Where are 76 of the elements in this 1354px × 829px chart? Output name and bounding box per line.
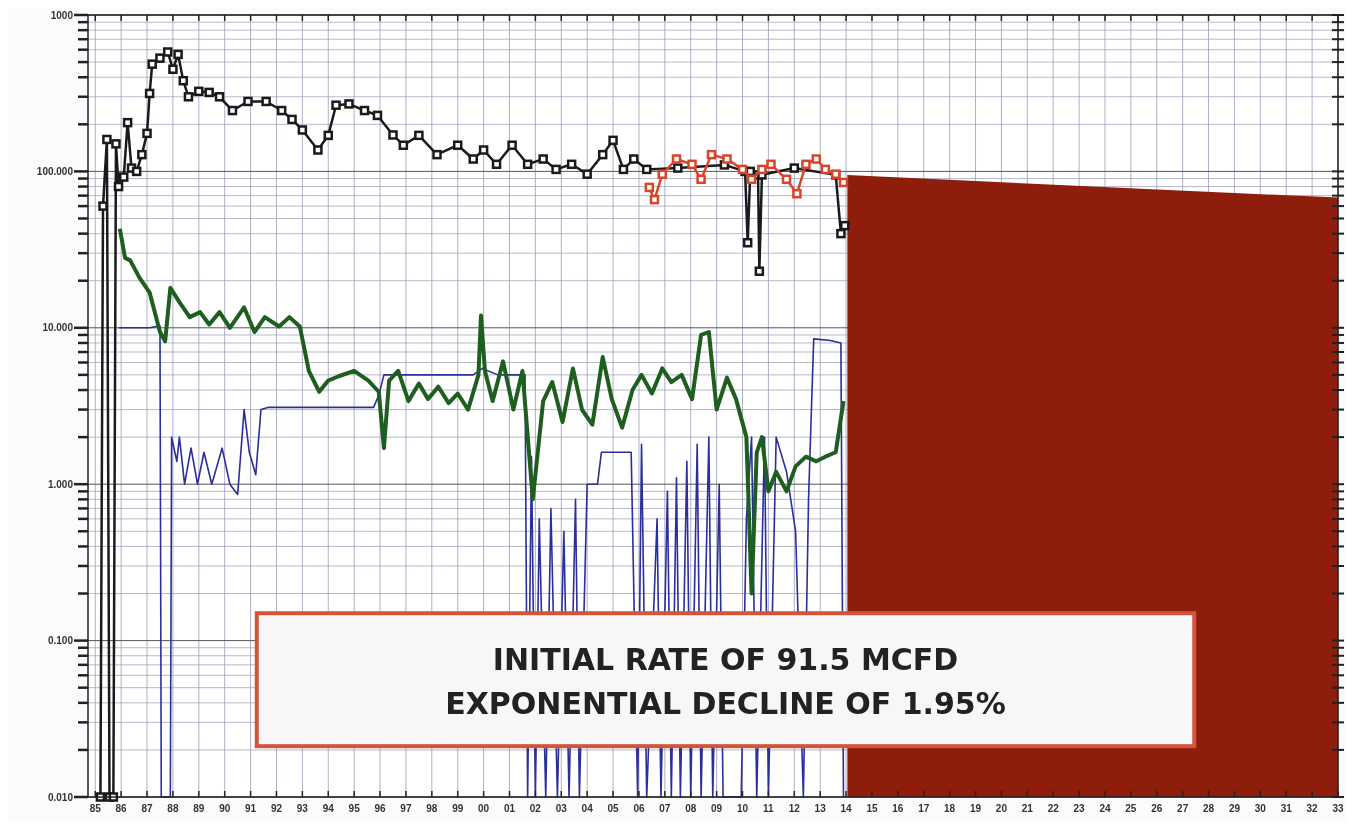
x-tick-label: 11 [763,803,775,814]
x-tick-label: 33 [1332,803,1344,814]
point [644,182,655,193]
x-tick-label: 22 [1047,803,1060,814]
point [649,194,660,205]
point [687,159,697,170]
x-tick-label: 19 [969,803,982,814]
x-tick-label: 01 [503,803,516,814]
x-tick-label: 88 [167,803,179,814]
x-tick-label: 23 [1073,803,1086,814]
x-tick-label: 12 [788,803,801,814]
x-tick-label: 03 [555,803,568,814]
x-tick-label: 16 [892,803,904,814]
line-series [117,226,846,596]
x-tick-label: 00 [478,803,490,814]
point [706,149,717,160]
x-tick-label: 14 [840,803,853,814]
point [838,177,849,188]
x-tick-label: 02 [529,803,542,814]
x-tick-label: 04 [581,803,594,814]
x-tick-label: 10 [736,803,749,814]
x-tick-label: 21 [1021,803,1034,814]
y-tick-label: 1000 [50,9,74,21]
y-tick-label: 0.010 [47,791,74,803]
point [696,174,706,185]
x-tick-label: 05 [607,803,620,814]
x-tick-label: 94 [322,803,335,814]
x-tick-label: 31 [1280,803,1293,814]
point [820,164,831,175]
x-tick-label: 95 [348,803,361,814]
x-tick-label: 87 [141,803,154,814]
x-tick-label: 90 [219,803,231,814]
point [671,154,682,164]
point [757,164,767,175]
x-tick-label: 96 [374,803,387,814]
x-tick-label: 30 [1254,803,1267,814]
x-tick-label: 29 [1228,803,1241,814]
point [811,154,822,164]
annotation: INITIAL RATE OF 91.5 MCFD [492,641,959,677]
annotation: EXPONENTIAL DECLINE OF 1.95% [445,685,1006,721]
y-tick-label: 1.000 [47,478,74,490]
x-tick-label: 98 [426,803,438,814]
point [657,169,667,179]
x-tick-label: 06 [633,803,645,814]
x-tick-label: 99 [452,803,464,814]
note-box: INITIAL RATE OF 91.5 MCFD EXPONENTIAL DECLINE OF 1.95% [254,611,1197,749]
x-tick-label: 07 [659,803,671,814]
point [746,174,757,185]
x-tick-label: 32 [1306,803,1319,814]
x-tick-label: 89 [193,803,205,814]
x-tick-label: 25 [1125,803,1137,814]
point [781,174,792,185]
x-tick-label: 28 [1202,803,1215,814]
x-tick-label: 20 [995,803,1008,814]
x-tick-label: 92 [270,803,283,814]
point [722,154,732,164]
point [792,188,802,199]
y-tick-label: 100.000 [36,165,74,177]
x-tick-label: 26 [1151,803,1163,814]
x-tick-label: 97 [400,803,412,814]
x-tick-label: 18 [944,803,956,814]
x-tick-label: 13 [814,803,827,814]
point [766,159,776,170]
x-tick-label: 86 [115,803,128,814]
x-tick-label: 09 [711,803,723,814]
point [801,159,811,170]
x-tick-label: 08 [685,803,697,814]
x-tick-label: 24 [1099,803,1111,814]
x-tick-label: 17 [918,803,930,814]
x-tick-label: 85 [89,803,102,814]
x-tick-label: 91 [245,803,257,814]
x-tick-label: 93 [296,803,309,814]
y-tick-label: 0.100 [47,635,74,647]
x-tick-label: 27 [1177,803,1189,814]
x-tick-label: 15 [866,803,878,814]
y-tick-label: 10.000 [42,322,74,334]
